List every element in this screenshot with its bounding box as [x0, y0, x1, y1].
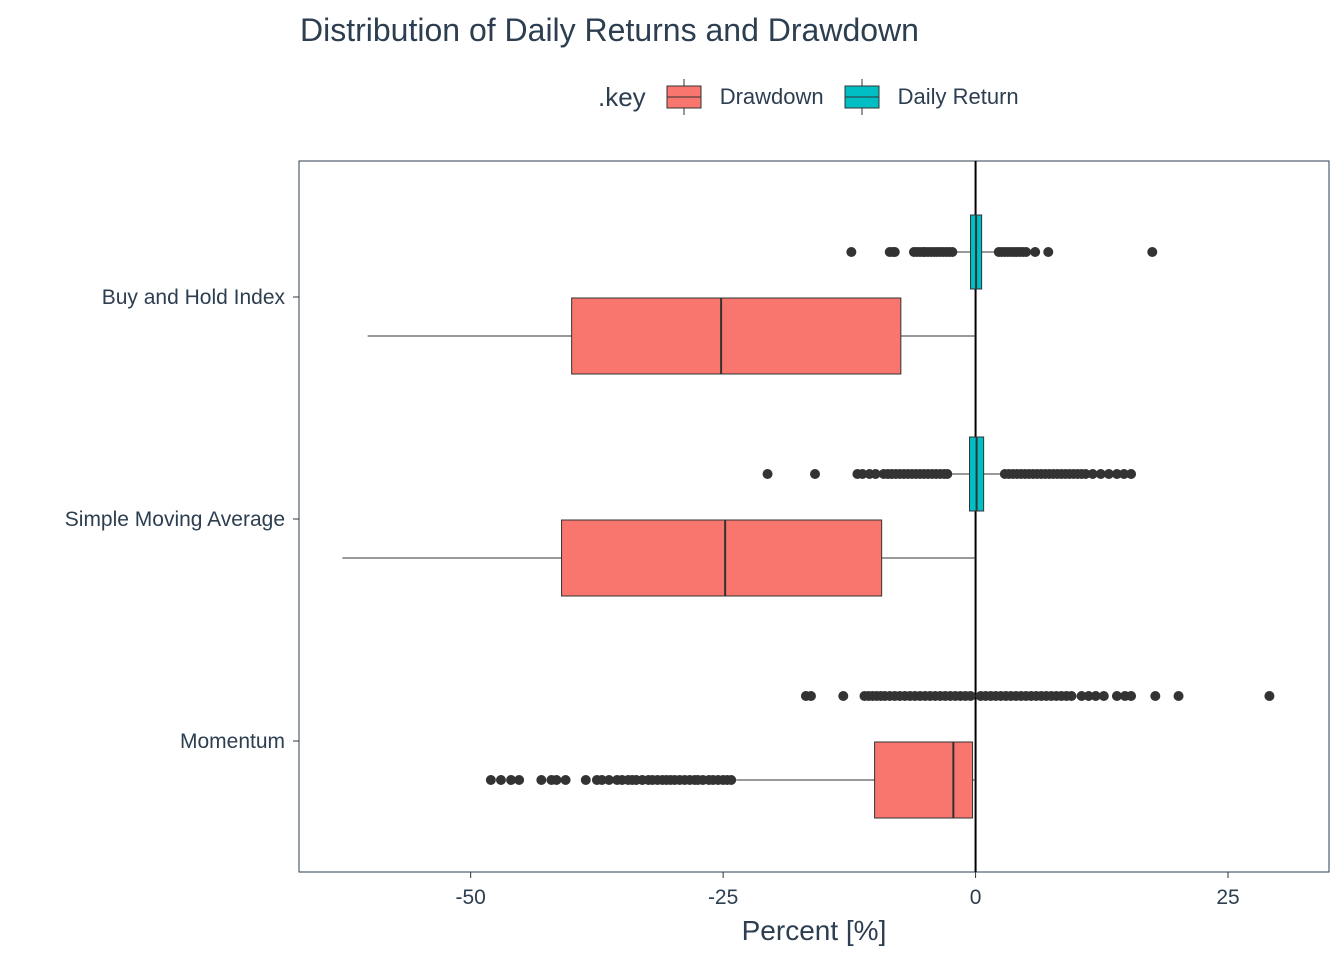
outlier-point-daily-return-2-48 — [1098, 691, 1109, 701]
legend-item-daily-return: Daily Return — [844, 79, 1019, 115]
outlier-point-daily-return-1-45 — [1095, 469, 1106, 479]
outlier-point-daily-return-1-0 — [762, 469, 773, 479]
legend-label-drawdown: Drawdown — [719, 84, 824, 109]
x-tick-label-3: 25 — [1216, 886, 1239, 909]
outlier-point-daily-return-2-53 — [1173, 691, 1184, 701]
outlier-point-daily-return-0-0 — [846, 247, 857, 257]
outlier-point-daily-return-2-49 — [1111, 691, 1122, 701]
outlier-point-daily-return-2-51 — [1126, 691, 1137, 701]
outlier-point-daily-return-1-1 — [810, 469, 821, 479]
outlier-point-daily-return-0-29 — [1043, 247, 1054, 257]
x-tick-label-2: 0 — [970, 886, 982, 909]
outlier-point-daily-return-1-47 — [1111, 469, 1122, 479]
box-drawdown-2 — [874, 741, 974, 819]
y-tick-label-2: Momentum — [180, 730, 285, 753]
outlier-point-daily-return-1-44 — [1087, 469, 1098, 479]
outlier-point-daily-return-0-28 — [1030, 247, 1041, 257]
legend-label-daily-return: Daily Return — [897, 84, 1019, 109]
outlier-point-daily-return-1-5 — [870, 469, 881, 479]
legend-title: .key — [598, 81, 646, 112]
x-tick-label-0: -50 — [455, 886, 485, 909]
outlier-point-daily-return-1-48 — [1119, 469, 1130, 479]
outlier-point-daily-return-2-25 — [965, 691, 976, 701]
outlier-point-daily-return-2-45 — [1076, 691, 1087, 701]
outlier-point-drawdown-2-4 — [536, 775, 547, 785]
outlier-point-drawdown-2-1 — [495, 775, 506, 785]
outlier-point-daily-return-1-3 — [857, 469, 868, 479]
box-drawdown-0 — [571, 297, 902, 375]
legend: .key Drawdown Daily Return — [598, 78, 1039, 116]
outlier-point-daily-return-2-54 — [1264, 691, 1275, 701]
outlier-point-daily-return-0-27 — [1021, 247, 1032, 257]
x-tick-label-1: -25 — [708, 886, 738, 909]
outlier-point-daily-return-2-44 — [1066, 691, 1077, 701]
legend-key-daily-return — [844, 79, 880, 115]
outlier-point-daily-return-1-43 — [1080, 469, 1091, 479]
outlier-point-daily-return-0-30 — [1147, 247, 1158, 257]
box-drawdown-1 — [561, 519, 883, 597]
legend-item-drawdown: Drawdown — [666, 79, 824, 115]
outlier-point-daily-return-2-2 — [838, 691, 849, 701]
outlier-point-daily-return-0-17 — [947, 247, 958, 257]
outlier-point-daily-return-2-46 — [1083, 691, 1094, 701]
outlier-point-drawdown-2-3 — [514, 775, 525, 785]
outlier-point-daily-return-1-49 — [1126, 469, 1137, 479]
chart-title: Distribution of Daily Returns and Drawdo… — [300, 12, 919, 48]
outlier-point-daily-return-1-46 — [1103, 469, 1114, 479]
outlier-point-drawdown-2-36 — [726, 775, 737, 785]
outlier-point-drawdown-2-0 — [485, 775, 496, 785]
outlier-point-drawdown-2-11 — [604, 775, 615, 785]
outlier-point-daily-return-2-52 — [1150, 691, 1161, 701]
outlier-point-drawdown-2-2 — [506, 775, 517, 785]
outlier-point-daily-return-2-1 — [805, 691, 816, 701]
outlier-point-drawdown-2-8 — [580, 775, 591, 785]
x-axis-title: Percent [%] — [742, 915, 887, 946]
outlier-point-drawdown-2-6 — [551, 775, 562, 785]
outlier-point-daily-return-2-47 — [1090, 691, 1101, 701]
plot-panel-border — [298, 160, 1330, 873]
outlier-point-daily-return-1-22 — [942, 469, 953, 479]
legend-key-drawdown — [666, 79, 702, 115]
outlier-point-daily-return-0-3 — [889, 247, 900, 257]
y-tick-label-1: Simple Moving Average — [65, 508, 285, 531]
outlier-point-drawdown-2-10 — [596, 775, 607, 785]
y-tick-label-0: Buy and Hold Index — [102, 286, 286, 309]
outlier-point-drawdown-2-7 — [560, 775, 571, 785]
